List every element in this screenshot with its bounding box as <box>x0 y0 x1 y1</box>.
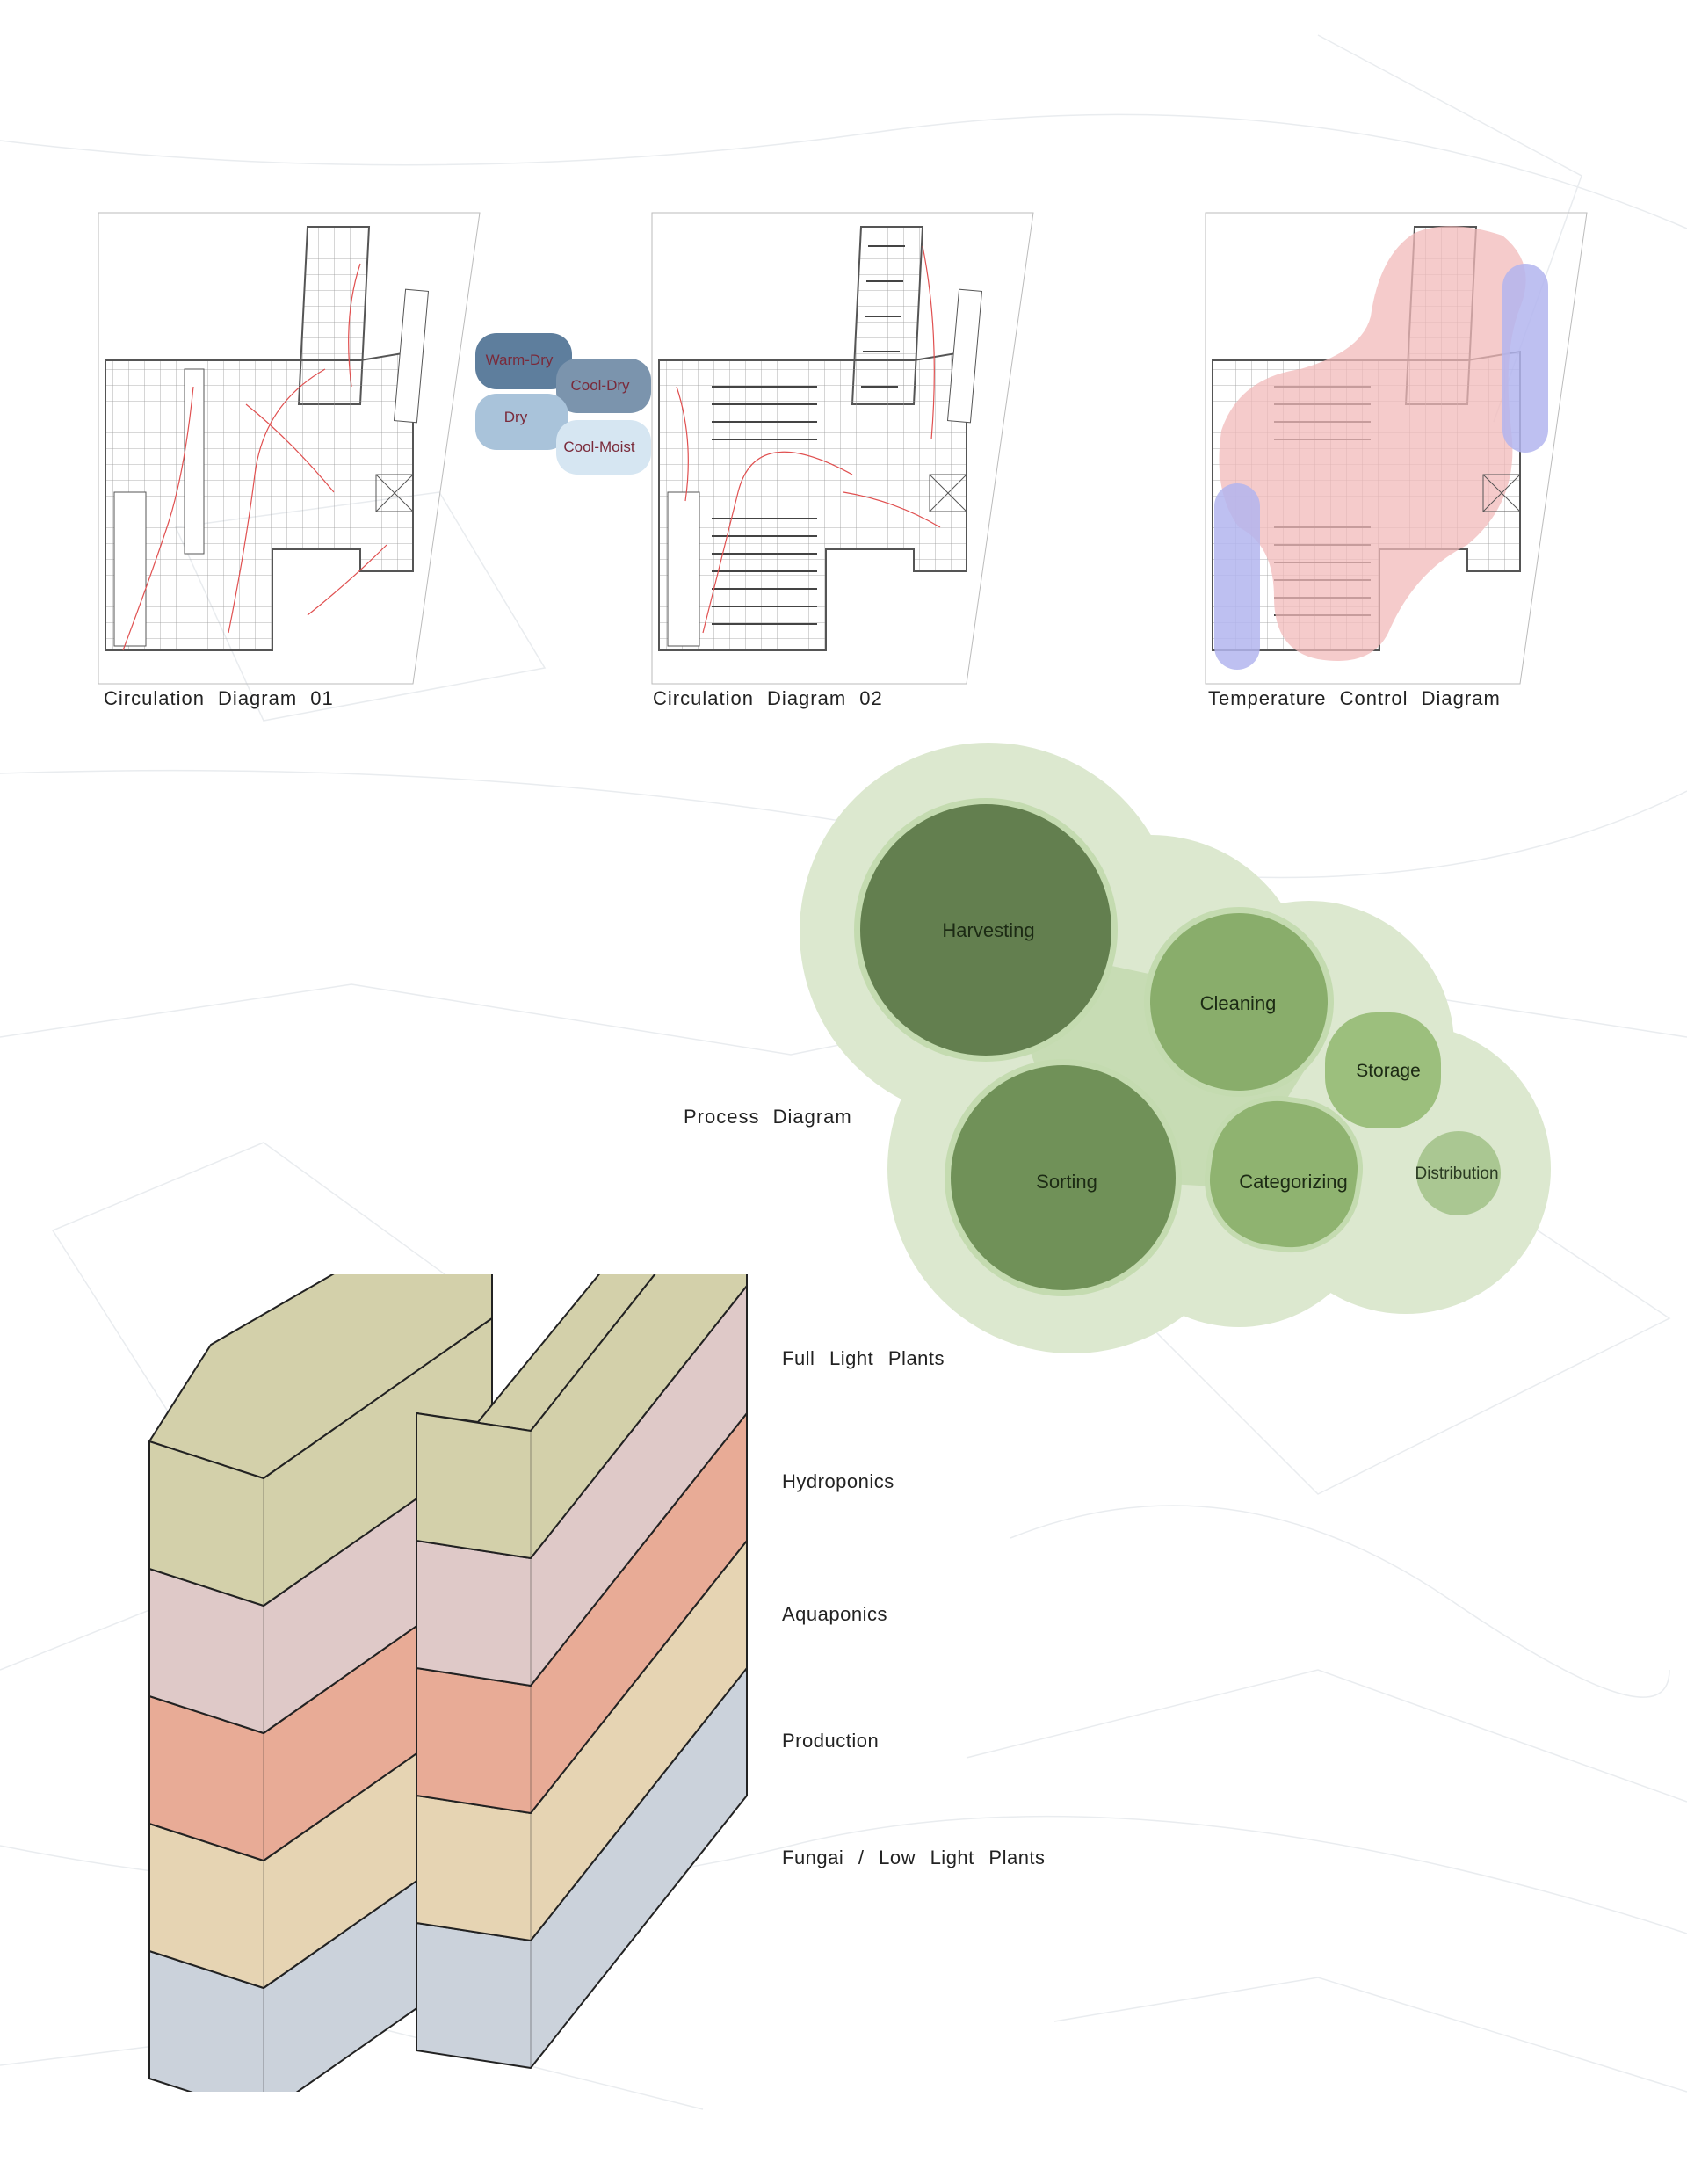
zone-warm-dry: Warm-Dry <box>486 352 554 368</box>
caption-process: Process Diagram <box>684 1106 852 1128</box>
caption-circulation-02: Circulation Diagram 02 <box>653 687 883 709</box>
temperature-plan <box>1205 212 1588 685</box>
stage-storage: Storage <box>1356 1061 1421 1081</box>
stage-categorizing: Categorizing <box>1239 1171 1348 1193</box>
program-stack-axonometric <box>148 1274 748 2092</box>
layer-label-fungai: Fungai / Low Light Plants <box>782 1847 1046 1868</box>
stack-column-back <box>148 1274 493 2092</box>
stage-distribution: Distribution <box>1415 1165 1498 1183</box>
zone-cool-dry: Cool-Dry <box>570 377 630 394</box>
cool-zone-east <box>1502 264 1548 453</box>
cool-zone-west <box>1214 483 1260 670</box>
caption-circulation-01: Circulation Diagram 01 <box>104 687 334 709</box>
stage-harvesting: Harvesting <box>942 919 1034 941</box>
stack-layer-front-0 <box>416 1274 748 1559</box>
layer-label-full-light: Full Light Plants <box>782 1347 945 1369</box>
layer-label-hydroponics: Hydroponics <box>782 1470 894 1492</box>
circulation-plan-01 <box>98 212 481 685</box>
zone-cool-moist: Cool-Moist <box>563 439 635 455</box>
stage-sorting: Sorting <box>1036 1171 1097 1193</box>
process-diagram: Harvesting Cleaning Storage Sorting Cate… <box>800 743 1551 1353</box>
layer-label-aquaponics: Aquaponics <box>782 1603 887 1625</box>
caption-temperature: Temperature Control Diagram <box>1208 687 1501 709</box>
layer-label-production: Production <box>782 1730 880 1752</box>
climate-legend: Warm-Dry Cool-Dry Dry Cool-Moist <box>475 333 651 475</box>
warm-zone <box>1219 226 1526 661</box>
stage-cleaning: Cleaning <box>1200 992 1277 1014</box>
circulation-plan-02 <box>651 212 1034 685</box>
stack-column-front <box>416 1274 748 2069</box>
zone-dry: Dry <box>504 409 528 425</box>
